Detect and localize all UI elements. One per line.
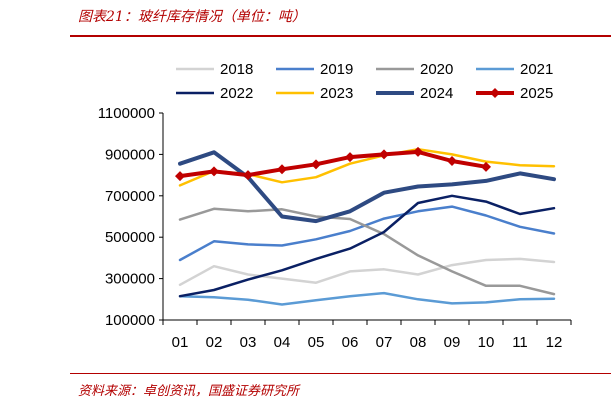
x-tick-label: 06 xyxy=(342,334,359,351)
data-point-2025 xyxy=(175,171,185,182)
legend-item-2023: 2023 xyxy=(276,85,353,102)
data-point-2025 xyxy=(277,164,287,175)
source-note: 资料来源：卓创资讯，国盛证券研究所 xyxy=(78,384,300,399)
data-point-2025 xyxy=(379,149,389,160)
series-2025 xyxy=(175,146,491,182)
series-2021 xyxy=(178,291,556,306)
y-tick-label: 500000 xyxy=(105,229,155,246)
bottom-divider xyxy=(70,373,611,374)
series-line-2020 xyxy=(178,207,556,296)
legend-label: 2021 xyxy=(520,61,553,78)
data-point-2025 xyxy=(345,152,355,163)
series-line-2019 xyxy=(178,205,556,262)
y-tick-label: 100000 xyxy=(105,312,155,329)
legend-item-2019: 2019 xyxy=(276,61,353,78)
x-tick-label: 10 xyxy=(478,334,495,351)
legend-label: 2023 xyxy=(320,85,353,102)
data-point-2025 xyxy=(209,166,219,177)
legend-item-2024: 2024 xyxy=(376,85,453,102)
data-point-2025 xyxy=(447,156,457,167)
series-2022 xyxy=(178,194,556,298)
x-tick-label: 03 xyxy=(240,334,257,351)
legend-item-2018: 2018 xyxy=(176,61,253,78)
legend-label: 2022 xyxy=(220,85,253,102)
x-tick-label: 12 xyxy=(546,334,563,351)
legend-label: 2020 xyxy=(420,61,453,78)
top-divider xyxy=(70,35,611,37)
y-tick-label: 1100000 xyxy=(98,105,155,122)
legend-label: 2024 xyxy=(420,85,453,102)
data-point-2025 xyxy=(243,170,253,181)
data-point-2025 xyxy=(413,146,423,157)
x-tick-label: 09 xyxy=(444,334,461,351)
data-point-2025 xyxy=(481,161,491,172)
legend-item-2021: 2021 xyxy=(476,61,553,78)
series-line-2025 xyxy=(178,149,488,179)
legend-label: 2018 xyxy=(220,61,253,78)
x-tick-label: 08 xyxy=(410,334,427,351)
series-2018 xyxy=(178,257,556,287)
legend-item-2022: 2022 xyxy=(176,85,253,102)
legend-item-2020: 2020 xyxy=(376,61,453,78)
legend-label: 2025 xyxy=(520,85,553,102)
y-tick-label: 300000 xyxy=(105,271,155,288)
series-line-2018 xyxy=(178,257,556,287)
x-tick-label: 07 xyxy=(376,334,393,351)
chart-title: 图表21：玻纤库存情况（单位：吨） xyxy=(78,9,306,25)
x-tick-label: 05 xyxy=(308,334,325,351)
legend-marker xyxy=(490,88,500,98)
y-tick-label: 700000 xyxy=(105,188,155,205)
series-line-2022 xyxy=(178,194,556,298)
legend-item-2025: 2025 xyxy=(476,85,553,102)
series-2020 xyxy=(178,207,556,296)
x-tick-label: 02 xyxy=(206,334,223,351)
series-line-2021 xyxy=(178,291,556,306)
x-tick-label: 11 xyxy=(512,334,528,351)
x-tick-label: 04 xyxy=(274,334,291,351)
legend-label: 2019 xyxy=(320,61,353,78)
series-2019 xyxy=(178,205,556,262)
x-tick-label: 01 xyxy=(172,334,189,351)
y-tick-label: 900000 xyxy=(105,146,155,163)
data-point-2025 xyxy=(311,159,321,170)
